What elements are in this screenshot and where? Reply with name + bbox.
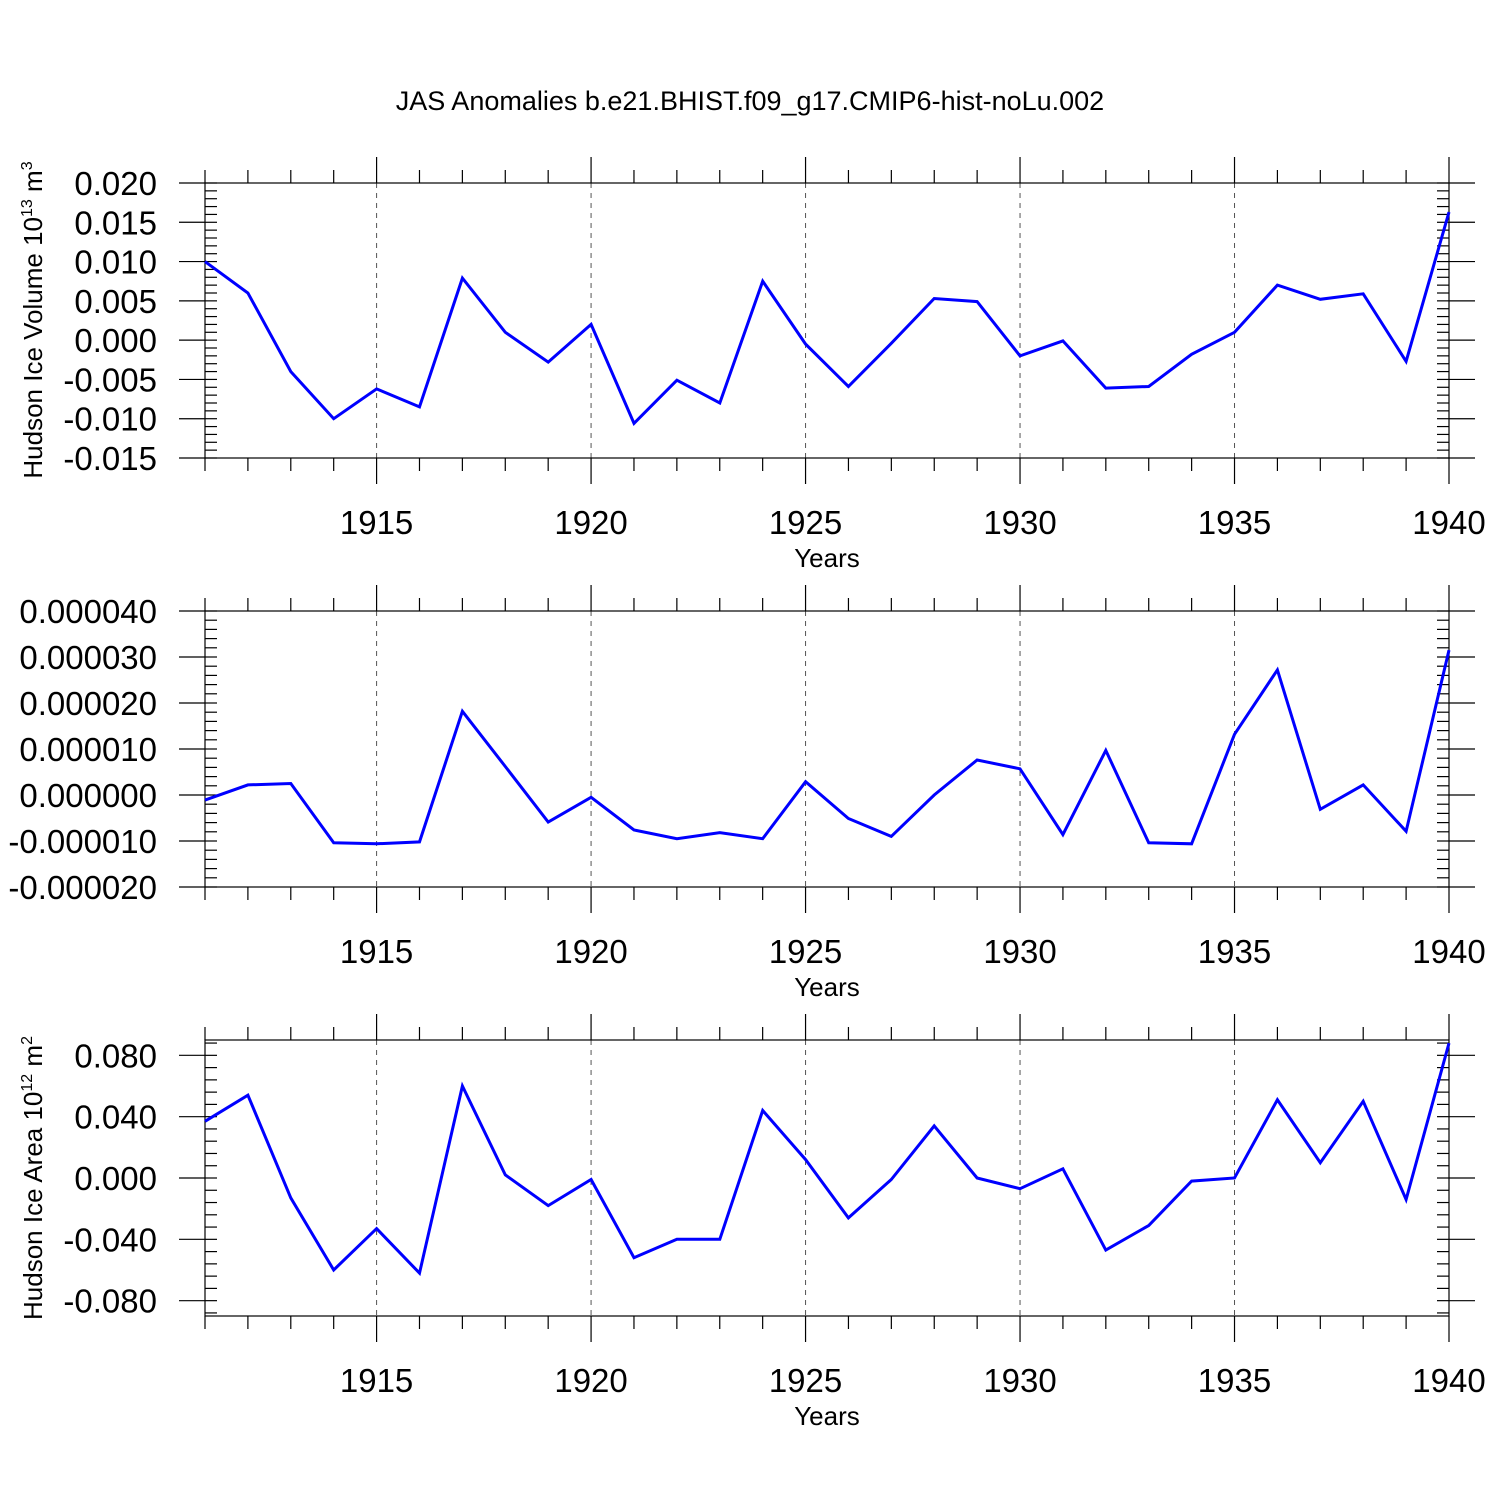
- y-tick-label: 0.080: [74, 1037, 157, 1074]
- x-tick-label: 1925: [769, 933, 842, 970]
- y-axis-label-base: Hudson Ice Volume 10: [18, 217, 48, 479]
- y-tick-label: -0.000010: [8, 823, 157, 860]
- y-axis-label-unit: m: [18, 1045, 48, 1074]
- series-line: [204, 1042, 1451, 1277]
- y-tick-label: 0.040: [74, 1099, 157, 1136]
- x-tick-label: 1930: [983, 504, 1056, 541]
- y-tick-label: 0.000030: [19, 639, 157, 676]
- figure-title: JAS Anomalies b.e21.BHIST.f09_g17.CMIP6-…: [396, 86, 1104, 116]
- y-axis-label: Hudson Ice Area 1012 m2: [18, 1036, 48, 1320]
- y-axis-label: Hudson Ice Volume 1013 m3: [18, 161, 48, 478]
- x-tick-label: 1940: [1412, 1362, 1485, 1399]
- x-tick-label: 1920: [554, 504, 627, 541]
- panel-2: 1915 1920 1925 1930 1935 1940 0.000040 0.000030…: [8, 585, 1486, 1002]
- plot-frame: [204, 610, 1450, 888]
- x-tick-label: 1915: [340, 504, 413, 541]
- y-tick-label: 0.000: [74, 1160, 157, 1197]
- y-tick-label: 0.015: [74, 204, 157, 241]
- x-tick-label: 1925: [769, 504, 842, 541]
- x-tick-label: 1920: [554, 1362, 627, 1399]
- y-axis-label-exponent: 12: [19, 1074, 36, 1092]
- x-axis-label: Years: [794, 972, 860, 1002]
- y-tick-label: 0.000040: [19, 593, 157, 630]
- x-tick-label: 1940: [1412, 504, 1485, 541]
- y-axis-label-unit-exponent: 3: [19, 161, 36, 170]
- x-tick-label: 1925: [769, 1362, 842, 1399]
- y-tick-label: 0.020: [74, 165, 157, 202]
- x-tick-label: 1930: [983, 1362, 1056, 1399]
- panel-1: 1915 1920 1925 1930 1935 19400.0200.0150.0100…: [18, 157, 1486, 573]
- plot-frame: [204, 182, 1450, 459]
- x-tick-label: 1930: [983, 933, 1056, 970]
- y-axis-label-base: Hudson Ice Area 10: [18, 1092, 48, 1320]
- y-axis-label-exponent: 13: [19, 199, 36, 217]
- x-tick-label: 1920: [554, 933, 627, 970]
- y-tick-label: -0.040: [63, 1221, 157, 1258]
- y-axis-label-unit-exponent: 2: [19, 1036, 36, 1045]
- panels: 1915 1920 1925 1930 1935 19400.0200.0150.0100…: [8, 157, 1486, 1431]
- x-axis-label: Years: [794, 543, 860, 573]
- plot-frame: [204, 1039, 1450, 1317]
- x-tick-label: 1915: [340, 1362, 413, 1399]
- x-tick-label: 1935: [1198, 504, 1271, 541]
- x-tick-label: 1915: [340, 933, 413, 970]
- x-tick-label: 1935: [1198, 1362, 1271, 1399]
- y-tick-label: -0.000020: [8, 869, 157, 906]
- panel-3: 1915 1920 1925 1930 1935 1940 0.080 0.040 0.000 -…: [18, 1014, 1486, 1431]
- y-tick-label: 0.000: [74, 322, 157, 359]
- y-tick-label: 0.000020: [19, 685, 157, 722]
- x-axis-label: Years: [794, 1401, 860, 1431]
- y-tick-label: -0.010: [63, 401, 157, 438]
- y-tick-label: 0.000010: [19, 731, 157, 768]
- y-tick-label: -0.005: [63, 361, 157, 398]
- x-tick-label: 1935: [1198, 933, 1271, 970]
- y-tick-label: -0.015: [63, 440, 157, 477]
- x-tick-label: 1940: [1412, 933, 1485, 970]
- y-tick-label: 0.010: [74, 244, 157, 281]
- y-axis-label-unit: m: [18, 170, 48, 199]
- series-line: [204, 649, 1451, 846]
- y-tick-label: 0.005: [74, 283, 157, 320]
- series-line: [204, 211, 1451, 427]
- y-tick-label: 0.000000: [19, 777, 157, 814]
- y-tick-label: -0.080: [63, 1283, 157, 1320]
